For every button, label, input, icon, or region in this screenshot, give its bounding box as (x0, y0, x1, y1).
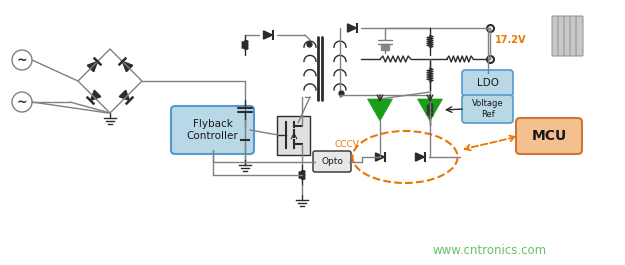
FancyBboxPatch shape (558, 16, 565, 56)
Text: www.cntronics.com: www.cntronics.com (433, 244, 547, 257)
Text: LDO: LDO (476, 78, 499, 88)
FancyBboxPatch shape (576, 16, 583, 56)
FancyBboxPatch shape (516, 118, 582, 154)
Polygon shape (376, 153, 384, 161)
Polygon shape (88, 61, 98, 72)
Polygon shape (368, 99, 392, 121)
FancyBboxPatch shape (462, 95, 513, 123)
FancyBboxPatch shape (313, 151, 351, 172)
Bar (381, 44, 389, 50)
Text: Flyback
Controller: Flyback Controller (187, 119, 238, 141)
Polygon shape (119, 90, 129, 100)
Polygon shape (241, 130, 249, 139)
Polygon shape (418, 99, 442, 121)
Text: Opto: Opto (321, 157, 343, 166)
Polygon shape (264, 31, 272, 39)
Text: Voltage
Ref: Voltage Ref (472, 99, 503, 119)
Polygon shape (416, 153, 424, 161)
FancyBboxPatch shape (570, 16, 577, 56)
Text: 17.2V: 17.2V (495, 35, 526, 45)
FancyBboxPatch shape (171, 106, 254, 154)
FancyBboxPatch shape (552, 16, 559, 56)
Polygon shape (91, 90, 101, 100)
Text: MCU: MCU (531, 129, 567, 143)
Polygon shape (122, 61, 132, 72)
Text: ~: ~ (17, 95, 28, 108)
Text: ~: ~ (17, 54, 28, 67)
Polygon shape (348, 24, 356, 32)
Text: CCCV: CCCV (334, 140, 359, 149)
FancyBboxPatch shape (462, 70, 513, 96)
FancyBboxPatch shape (564, 16, 571, 56)
FancyBboxPatch shape (276, 116, 309, 154)
